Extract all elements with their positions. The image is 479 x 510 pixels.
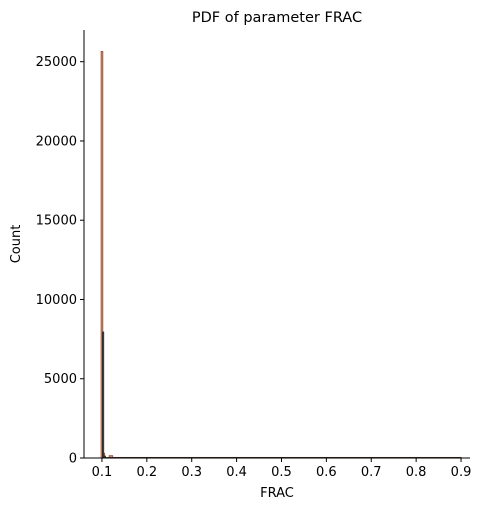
x-tick-label: 0.9 [451, 465, 472, 480]
y-tick-label: 20000 [36, 134, 77, 149]
y-axis-title: Count [9, 225, 24, 264]
y-tick-label: 15000 [36, 214, 77, 229]
x-tick-label: 0.4 [226, 465, 247, 480]
x-axis-title: FRAC [260, 486, 294, 501]
x-tick-label: 0.3 [181, 465, 202, 480]
x-ticks: 0.1 0.2 0.3 0.4 0.5 0.6 0.7 0.8 0.9 [92, 458, 472, 480]
x-tick-label: 0.2 [136, 465, 157, 480]
x-tick-label: 0.5 [271, 465, 292, 480]
y-tick-label: 0 [69, 452, 77, 467]
bars-layer [100, 51, 462, 459]
x-tick-label: 0.8 [406, 465, 427, 480]
chart-title: PDF of parameter FRAC [192, 10, 362, 26]
x-tick-label: 0.6 [316, 465, 337, 480]
y-tick-label: 5000 [44, 372, 77, 387]
x-tick-label: 0.7 [361, 465, 382, 480]
y-tick-label: 10000 [36, 293, 77, 308]
x-tick-label: 0.1 [92, 465, 113, 480]
y-tick-label: 25000 [36, 55, 77, 70]
histogram-bar-s1-b0 [102, 331, 105, 459]
y-ticks: 0 5000 10000 15000 20000 25000 [36, 55, 84, 467]
